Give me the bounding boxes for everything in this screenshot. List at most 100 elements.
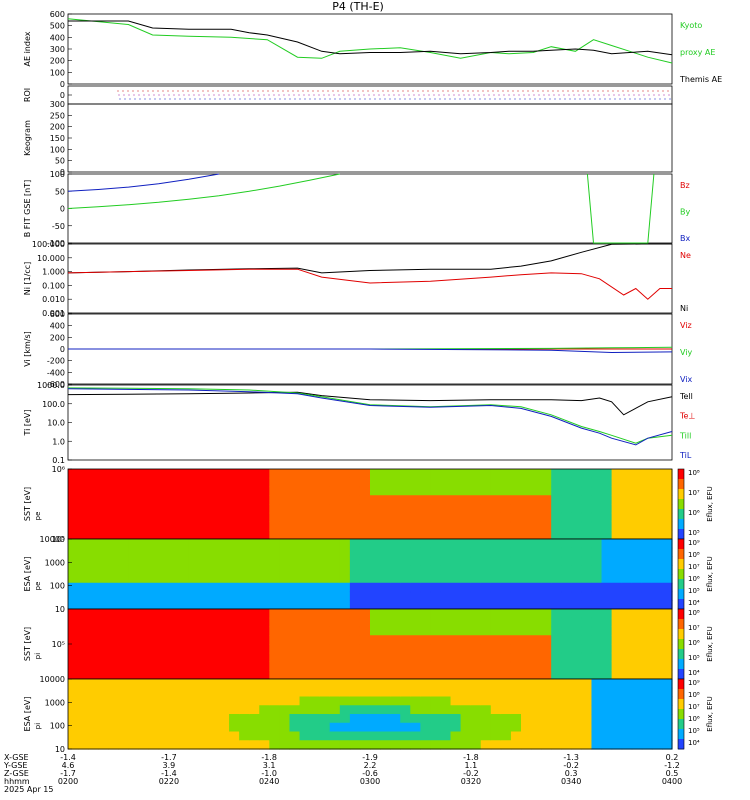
heatmap-cell — [621, 670, 633, 680]
heatmap-cell — [108, 504, 119, 514]
heatmap-cell — [591, 661, 603, 671]
heatmap-cell — [410, 504, 421, 514]
y-axis-sublabel: pi — [34, 723, 42, 729]
heatmap-cell — [370, 539, 381, 549]
heatmap-cell — [359, 652, 371, 663]
legend-entry: Bx — [680, 234, 690, 243]
heatmap-cell — [198, 565, 210, 575]
heatmap-cell — [651, 644, 663, 654]
heatmap-cell — [581, 547, 593, 558]
heatmap-cell — [108, 582, 119, 593]
heatmap-cell — [621, 521, 633, 531]
roi-dot — [589, 98, 591, 100]
heatmap-cell — [621, 635, 633, 645]
heatmap-cell — [581, 495, 593, 505]
heatmap-cell — [611, 731, 623, 741]
heatmap-cell — [430, 574, 442, 584]
heatmap-cell — [208, 574, 220, 584]
heatmap-cell — [319, 609, 331, 619]
heatmap-cell — [410, 530, 421, 540]
roi-dot — [427, 90, 429, 92]
heatmap-cell — [289, 565, 301, 575]
heatmap-cell — [208, 556, 220, 566]
heatmap-cell — [380, 626, 391, 636]
heatmap-cell — [239, 609, 250, 619]
heatmap-cell — [349, 574, 361, 584]
heatmap-cell — [68, 600, 79, 610]
y-tick-label: -100 — [47, 239, 65, 248]
roi-dot — [138, 94, 140, 96]
heatmap-cell — [450, 469, 462, 479]
heatmap-cell — [188, 679, 200, 689]
heatmap-cell — [581, 722, 593, 733]
heatmap-cell — [259, 486, 270, 496]
heatmap-cell — [289, 477, 301, 488]
heatmap-cell — [581, 670, 593, 680]
heatmap-cell — [551, 556, 562, 566]
legend-entry: Ni — [680, 304, 688, 313]
heatmap-cell — [158, 521, 170, 531]
heatmap-cell — [591, 512, 603, 523]
heatmap-cell — [339, 714, 351, 724]
heatmap-cell — [581, 565, 593, 575]
heatmap-cell — [440, 600, 452, 610]
heatmap-cell — [410, 556, 421, 566]
heatmap-cell — [78, 609, 89, 619]
heatmap-cell — [440, 574, 452, 584]
heatmap-cell — [249, 609, 260, 619]
heatmap-cell — [269, 652, 280, 663]
heatmap-cell — [521, 582, 532, 593]
heatmap-cell — [611, 609, 623, 619]
heatmap-cell — [661, 687, 673, 698]
heatmap-cell — [490, 714, 502, 724]
heatmap-cell — [98, 714, 109, 724]
legend-entry: proxy AE — [680, 48, 715, 57]
heatmap-cell — [279, 565, 291, 575]
heatmap-cell — [178, 696, 190, 706]
x-tick-label: 0200 — [58, 777, 78, 786]
heatmap-cell — [601, 626, 613, 636]
heatmap-cell — [631, 635, 643, 645]
roi-dot — [357, 90, 359, 92]
heatmap-cell — [641, 705, 653, 715]
heatmap-cell — [319, 679, 331, 689]
heatmap-cell — [279, 547, 291, 558]
heatmap-cell — [661, 696, 673, 706]
heatmap-cell — [128, 714, 140, 724]
heatmap-cell — [198, 556, 210, 566]
heatmap-cell — [601, 521, 613, 531]
heatmap-cell — [651, 539, 663, 549]
heatmap-cell — [208, 504, 220, 514]
roi-dot — [192, 90, 194, 92]
roi-dot — [459, 98, 461, 100]
heatmap-cell — [299, 600, 311, 610]
heatmap-cell — [631, 644, 643, 654]
heatmap-cell — [68, 539, 79, 549]
legend-entry: By — [680, 208, 690, 217]
heatmap-cell — [148, 644, 160, 654]
heatmap-cell — [561, 626, 572, 636]
heatmap-cell — [98, 521, 109, 531]
heatmap-cell — [460, 495, 472, 505]
heatmap-cell — [329, 670, 341, 680]
heatmap-cell — [541, 670, 552, 680]
heatmap-cell — [390, 486, 401, 496]
heatmap-cell — [440, 679, 452, 689]
heatmap-cell — [380, 609, 391, 619]
heatmap-cell — [68, 705, 79, 715]
colorbar-label: Eflux, EFU — [706, 696, 714, 731]
roi-dot — [433, 94, 435, 96]
heatmap-cell — [380, 714, 391, 724]
roi-dot — [478, 94, 480, 96]
legend-entry: TiL — [679, 451, 692, 460]
heatmap-cell — [591, 687, 603, 698]
roi-dot — [483, 94, 485, 96]
heatmap-cell — [571, 539, 582, 549]
roi-dot — [253, 94, 255, 96]
roi-dot — [299, 98, 301, 100]
heatmap-cell — [551, 477, 562, 488]
heatmap-cell — [128, 679, 140, 689]
heatmap-cell — [138, 696, 150, 706]
